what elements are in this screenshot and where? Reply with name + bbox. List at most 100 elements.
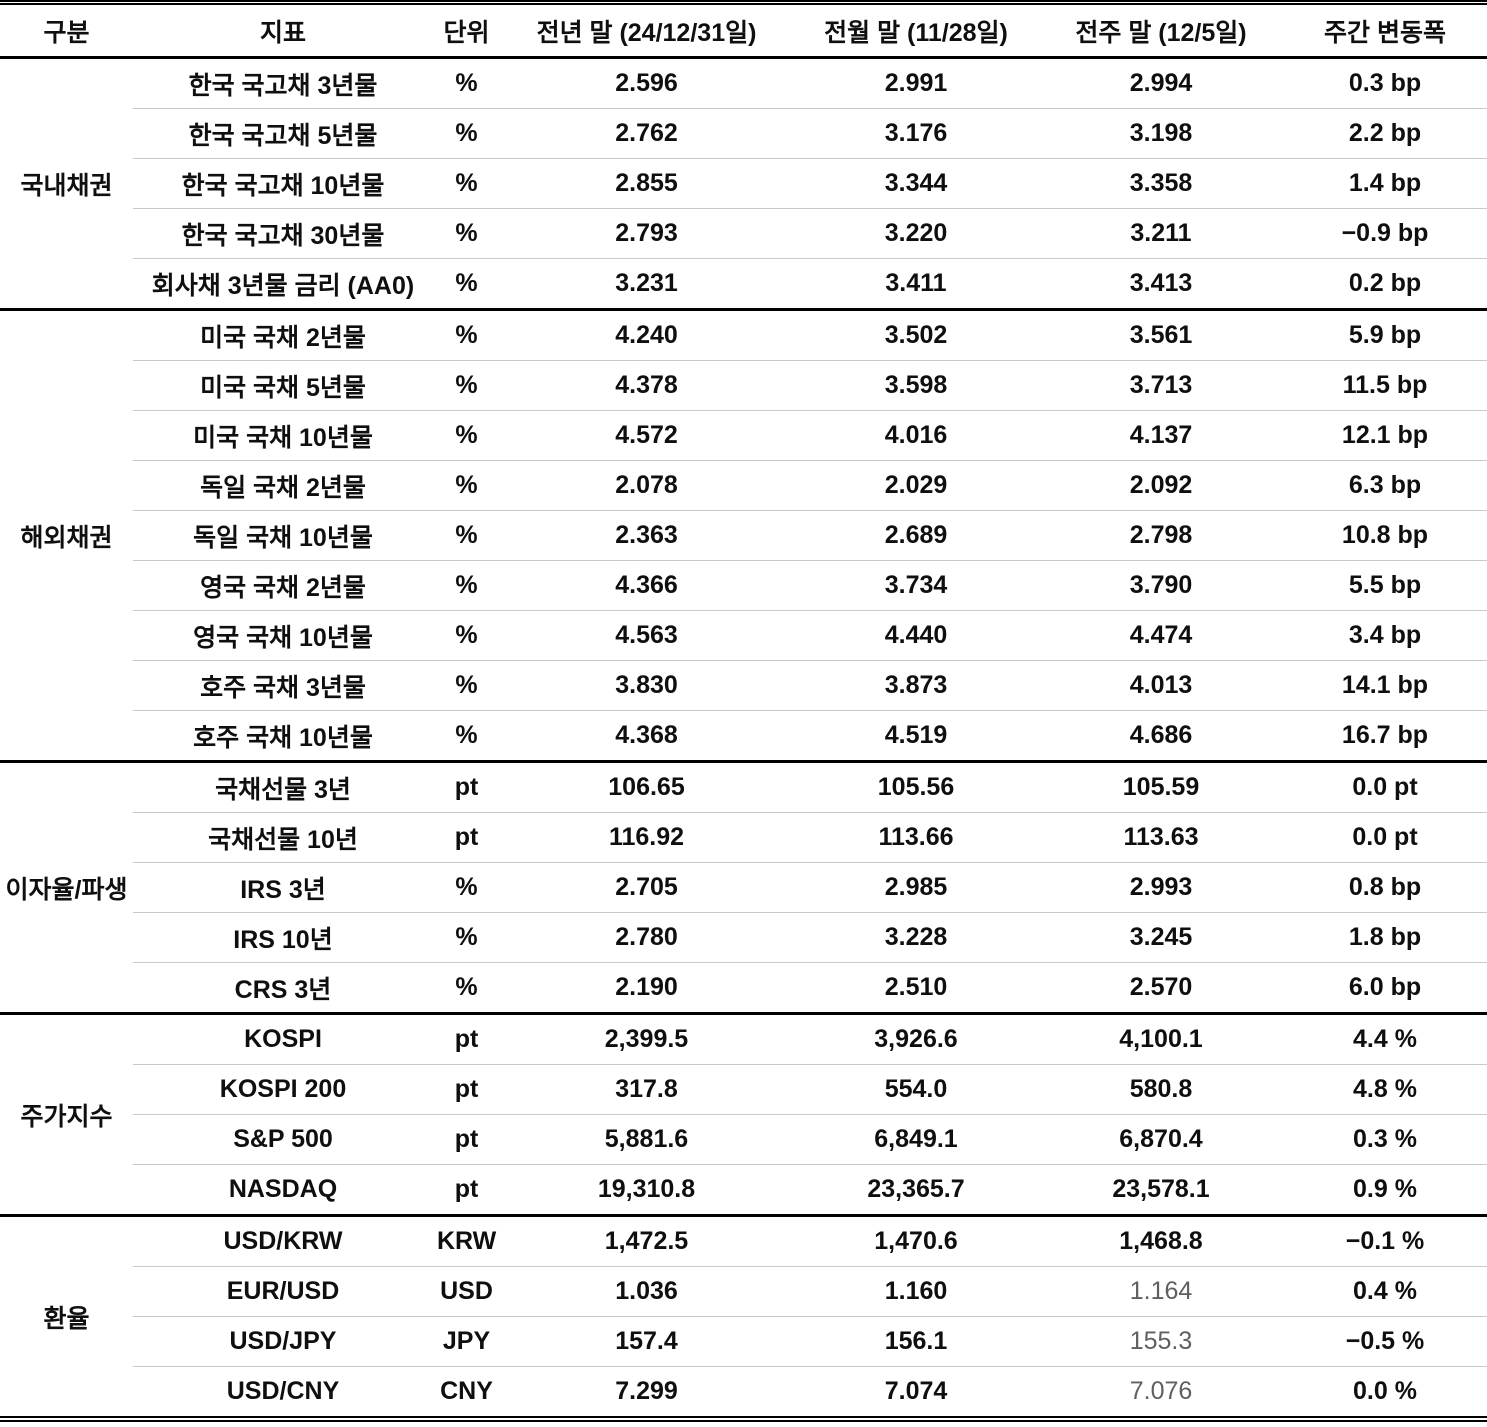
value-prev-month-cell: 3.344	[793, 158, 1039, 209]
value-prev-week-cell: 3.358	[1039, 158, 1283, 209]
value-prev-year-cell: 4.366	[500, 560, 793, 611]
indicator-cell: S&P 500	[133, 1114, 433, 1165]
weekly-change-cell: 16.7 bp	[1283, 710, 1487, 762]
indicator-cell: KOSPI	[244, 1025, 322, 1053]
value-prev-month-cell: 3.734	[793, 560, 1039, 611]
value-prev-year-cell: 7.299	[500, 1366, 793, 1419]
value-prev-week-cell: 580.8	[1039, 1064, 1283, 1115]
unit-cell: pt	[433, 1164, 500, 1216]
value-prev-year-cell: 2.078	[500, 460, 793, 511]
weekly-change-cell: 12.1 bp	[1283, 410, 1487, 461]
value-prev-year-cell: 1.036	[500, 1266, 793, 1317]
table-row: 한국 국고채 10년물% 2.855 3.344 3.358 1.4 bp	[0, 158, 1487, 209]
value-prev-week-cell: 7.076	[1039, 1366, 1283, 1419]
unit-cell: %	[455, 69, 478, 97]
value-prev-month-cell: 7.074	[793, 1366, 1039, 1419]
value-prev-year-cell: 2,399.5	[604, 1025, 689, 1053]
table-row: NASDAQ pt 19,310.8 23,365.7 23,578.1 0.9 %	[0, 1164, 1487, 1216]
value-prev-week-cell: 6,870.4	[1039, 1114, 1283, 1165]
value-prev-week-cell: 3.790	[1039, 560, 1283, 611]
table-header: 구분 지표 단위 전년 말 (24/12/31일) 전월 말 (11/28일) 전주 말 …	[0, 2, 1487, 59]
value-prev-year-cell: 19,310.8	[500, 1164, 793, 1216]
weekly-change-cell: 0.0 pt	[1352, 773, 1418, 801]
indicator-cell: 한국 국고채 5년물	[133, 108, 433, 159]
unit-cell: JPY	[433, 1316, 500, 1367]
value-prev-month-cell: 3.502	[884, 321, 948, 349]
column-header: 전주 말 (12/5일)	[1039, 2, 1283, 59]
value-prev-week-cell: 4,100.1	[1119, 1025, 1203, 1053]
indicator-cell: 영국 국채 10년물	[133, 610, 433, 661]
value-prev-month-cell: 2.510	[793, 962, 1039, 1014]
indicator-cell: 호주 국채 10년물	[133, 710, 433, 762]
unit-cell: pt	[433, 1064, 500, 1115]
section-domestic-bonds: 국내채권 한국 국고채 3년물% 2.596 2.991 2.994 0.3 bp 한국 국…	[0, 57, 1487, 310]
unit-cell: KRW	[437, 1227, 497, 1255]
section-fx-rates: 환율 USD/KRW KRW 1,472.5 1,470.6 1,468.8 −0.1 % E…	[0, 1215, 1487, 1419]
value-prev-week-cell: 155.3	[1039, 1316, 1283, 1367]
weekly-change-cell: 0.8 bp	[1283, 862, 1487, 913]
indicator-cell: NASDAQ	[133, 1164, 433, 1216]
value-prev-month-cell: 1,470.6	[874, 1227, 958, 1255]
section-overseas-bonds: 해외채권 미국 국채 2년물% 4.240 3.502 3.561 5.9 bp 미국 국채…	[0, 309, 1487, 762]
section-rates-derivatives: 이자율/파생 국채선물 3년 pt 106.65 105.56 105.59 0.0 pt 국…	[0, 761, 1487, 1014]
table-row: 독일 국채 10년물% 2.363 2.689 2.798 10.8 bp	[0, 510, 1487, 561]
unit-cell: %	[433, 660, 500, 711]
value-prev-month-cell: 4.016	[793, 410, 1039, 461]
unit-cell: %	[433, 912, 500, 963]
indicator-cell: 미국 국채 10년물	[133, 410, 433, 461]
unit-cell: pt	[433, 812, 500, 863]
value-prev-month-cell: 3.411	[793, 258, 1039, 310]
table-row: USD/CNY CNY 7.299 7.074 7.076 0.0 %	[0, 1366, 1487, 1419]
value-prev-week-cell: 23,578.1	[1039, 1164, 1283, 1216]
indicator-cell: 미국 국채 2년물	[200, 323, 366, 352]
value-prev-month-cell: 2.029	[793, 460, 1039, 511]
table-row: 영국 국채 2년물% 4.366 3.734 3.790 5.5 bp	[0, 560, 1487, 611]
weekly-change-cell: 6.3 bp	[1283, 460, 1487, 511]
value-prev-week-cell: 4.137	[1039, 410, 1283, 461]
indicator-cell: USD/CNY	[133, 1366, 433, 1419]
unit-cell: %	[455, 321, 478, 349]
weekly-change-cell: 1.4 bp	[1283, 158, 1487, 209]
weekly-change-cell: 0.3 bp	[1348, 69, 1422, 97]
unit-cell: pt	[454, 773, 479, 801]
weekly-change-cell: 4.4 %	[1353, 1025, 1417, 1053]
value-prev-week-cell: 3.198	[1039, 108, 1283, 159]
table-row: 독일 국채 2년물% 2.078 2.029 2.092 6.3 bp	[0, 460, 1487, 511]
indicator-cell: 국채선물 10년	[133, 812, 433, 863]
indicator-cell: KOSPI 200	[133, 1064, 433, 1115]
weekly-change-cell: 10.8 bp	[1283, 510, 1487, 561]
category-cell: 이자율/파생	[5, 875, 128, 904]
value-prev-week-cell: 2.993	[1039, 862, 1283, 913]
value-prev-year-cell: 2.705	[500, 862, 793, 913]
indicator-cell: 호주 국채 3년물	[133, 660, 433, 711]
table-row: 환율 USD/KRW KRW 1,472.5 1,470.6 1,468.8 −0.1 %	[0, 1216, 1487, 1333]
table-row: S&P 500 pt 5,881.6 6,849.1 6,870.4 0.3 %	[0, 1114, 1487, 1165]
value-prev-month-cell: 3.220	[793, 208, 1039, 259]
value-prev-month-cell: 113.66	[793, 812, 1039, 863]
weekly-change-cell: 0.0 %	[1283, 1366, 1487, 1419]
category-cell: 해외채권	[20, 523, 113, 552]
weekly-change-cell: 1.8 bp	[1283, 912, 1487, 963]
value-prev-year-cell: 3.231	[500, 258, 793, 310]
value-prev-month-cell: 4.440	[793, 610, 1039, 661]
column-header: 단위	[433, 2, 500, 59]
value-prev-week-cell: 2.798	[1039, 510, 1283, 561]
value-prev-week-cell: 3.413	[1039, 258, 1283, 310]
unit-cell: USD	[433, 1266, 500, 1317]
indicator-cell: 한국 국고채 30년물	[133, 208, 433, 259]
table-row: 해외채권 미국 국채 2년물% 4.240 3.502 3.561 5.9 bp	[0, 310, 1487, 552]
value-prev-year-cell: 317.8	[500, 1064, 793, 1115]
value-prev-month-cell: 2.689	[793, 510, 1039, 561]
indicator-cell: 독일 국채 2년물	[133, 460, 433, 511]
weekly-change-cell: 0.3 %	[1283, 1114, 1487, 1165]
value-prev-year-cell: 5,881.6	[500, 1114, 793, 1165]
unit-cell: %	[433, 158, 500, 209]
table-row: 국내채권 한국 국고채 3년물% 2.596 2.991 2.994 0.3 bp	[0, 58, 1487, 200]
table-row: 호주 국채 10년물% 4.368 4.519 4.686 16.7 bp	[0, 710, 1487, 762]
unit-cell: %	[433, 610, 500, 661]
table-row: 미국 국채 10년물% 4.572 4.016 4.137 12.1 bp	[0, 410, 1487, 461]
value-prev-year-cell: 2.190	[500, 962, 793, 1014]
value-prev-week-cell: 2.994	[1129, 69, 1193, 97]
weekly-change-cell: −0.1 %	[1345, 1227, 1425, 1255]
